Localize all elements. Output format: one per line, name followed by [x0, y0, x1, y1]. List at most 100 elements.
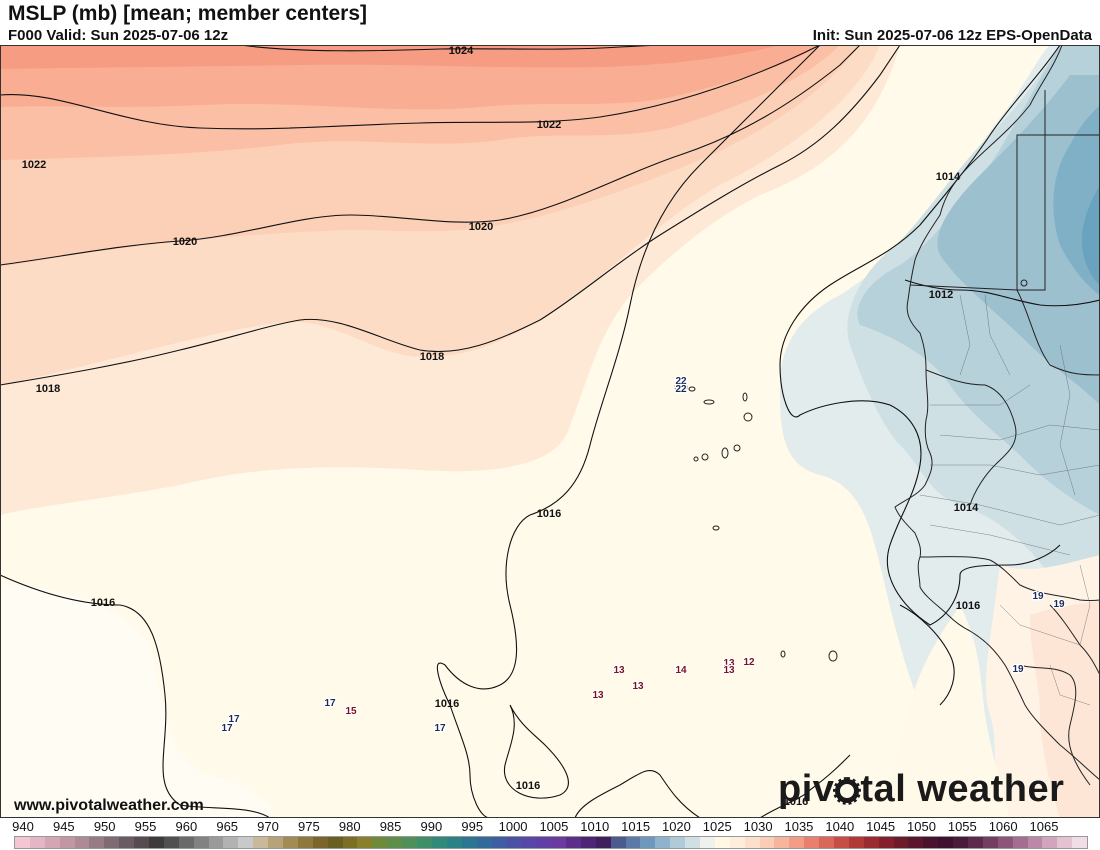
isobar-label: 1022: [22, 159, 46, 171]
isobar-label: 1014: [954, 502, 979, 514]
isobar-1018: [0, 45, 901, 386]
scale-label: 940: [12, 819, 34, 834]
scale-label: 1050: [907, 819, 936, 834]
scale-swatch: [342, 837, 358, 848]
scale-swatch: [565, 837, 581, 848]
scale-swatch: [446, 837, 462, 848]
scale-swatch: [848, 837, 864, 848]
scale-swatch: [1057, 837, 1073, 848]
member-center-label: 22: [675, 376, 687, 387]
member-center-label: 17: [228, 714, 240, 725]
scale-swatch: [372, 837, 388, 848]
isobar-1012: [904, 279, 1100, 307]
scale-label: 950: [93, 819, 116, 834]
isobar-label: 1012: [929, 289, 953, 301]
scale-swatch: [968, 837, 983, 848]
scale-label: 970: [257, 819, 279, 834]
scale-label: 1045: [866, 819, 896, 834]
scale-swatch: [119, 837, 135, 848]
scale-swatch: [15, 837, 30, 848]
scale-label: 1040: [825, 819, 855, 834]
scale-swatch: [223, 837, 239, 848]
scale-label: 975: [298, 819, 320, 834]
isobar-label: 1024: [449, 45, 474, 57]
pressure-map: 1024 1022 1022 1020 1020 1018 1018 1016 …: [0, 45, 1100, 818]
isobar-1024: [239, 45, 661, 52]
island-atlantic-2: [828, 650, 838, 662]
member-centers: 22 22 13 14 13 12 13 13 13 17 17 17 15 1…: [220, 375, 1066, 736]
scale-swatch: [551, 837, 566, 848]
member-center-label: 22: [675, 384, 687, 395]
scale-swatch: [863, 837, 879, 848]
island-small-coast: [1020, 279, 1028, 287]
isobar-1014: [779, 45, 1061, 626]
africa-coastline: [894, 45, 1100, 781]
island-brava: [693, 456, 699, 462]
island-fogo: [701, 453, 709, 461]
scale-label: 1020: [661, 819, 691, 834]
scale-swatch: [357, 837, 373, 848]
scale-swatch: [625, 837, 641, 848]
scale-swatch: [893, 837, 909, 848]
member-center-label: 13: [592, 690, 604, 701]
scale-swatch: [327, 837, 343, 848]
isobar-1016-west: [0, 574, 271, 818]
valid-time: F000 Valid: Sun 2025-07-06 12z: [8, 27, 229, 44]
scale-label: 990: [420, 819, 443, 834]
member-center-label: 13: [723, 658, 735, 669]
scale-swatch: [923, 837, 939, 848]
member-center-label: 19: [1032, 591, 1044, 602]
scale-swatch: [655, 837, 671, 848]
isobar-label: 1022: [537, 119, 561, 131]
isobar-label: 1016: [784, 796, 808, 808]
isobar-label: 1018: [420, 351, 444, 363]
isobar-1022: [0, 45, 821, 130]
scale-label: 955: [134, 819, 157, 834]
scale-swatch: [461, 837, 477, 848]
website-url: www.pivotalweather.com: [14, 797, 204, 814]
isobar-label: 1016: [91, 597, 115, 609]
init-time: Init: Sun 2025-07-06 12z EPS-OpenData: [812, 27, 1092, 44]
scale-label: 1000: [498, 819, 528, 834]
scale-swatch: [163, 837, 179, 848]
border-guinea: [919, 556, 1100, 601]
isobar-1016-east: [574, 770, 701, 818]
scale-swatch: [595, 837, 611, 848]
scale-swatch: [431, 837, 447, 848]
member-center-label: 15: [345, 706, 357, 717]
member-center-label: 13: [632, 681, 644, 692]
isobar-label: 1016: [516, 780, 540, 792]
border-liberia: [1019, 664, 1091, 786]
isobar-1016-south: [759, 754, 851, 818]
scale-swatch: [59, 837, 75, 848]
island-santo-antao: [674, 382, 688, 392]
isobar-label: 1016: [956, 600, 980, 612]
member-center-label: 17: [221, 723, 233, 734]
fill-1022: [0, 45, 780, 69]
scale-swatch: [997, 837, 1013, 848]
fill-ocean-se: [880, 605, 1010, 818]
scale-swatch: [580, 837, 596, 848]
isobar-1016-africa: [899, 604, 955, 706]
fill-south-1015: [0, 545, 272, 818]
scale-label: 945: [52, 819, 75, 834]
scale-swatch: [149, 837, 164, 848]
island-santiago: [721, 447, 729, 459]
scale-swatch: [610, 837, 626, 848]
island-sao-nicolau: [703, 399, 715, 405]
member-center-label: 13: [613, 665, 625, 676]
isobar-1020: [0, 45, 861, 266]
border-mali: [1016, 289, 1100, 376]
brand-text-start: piv: [778, 768, 835, 810]
scale-swatch: [268, 837, 284, 848]
scale-swatch: [208, 837, 224, 848]
scale-swatch: [312, 837, 328, 848]
scale-label: 980: [338, 819, 361, 834]
island-sal: [742, 392, 748, 402]
scale-swatch: [982, 837, 998, 848]
fill-1010: [1081, 185, 1100, 285]
scale-swatch: [699, 837, 715, 848]
scale-swatch: [491, 837, 507, 848]
island-sao-vicente: [688, 386, 696, 392]
scale-label: 1010: [580, 819, 610, 834]
